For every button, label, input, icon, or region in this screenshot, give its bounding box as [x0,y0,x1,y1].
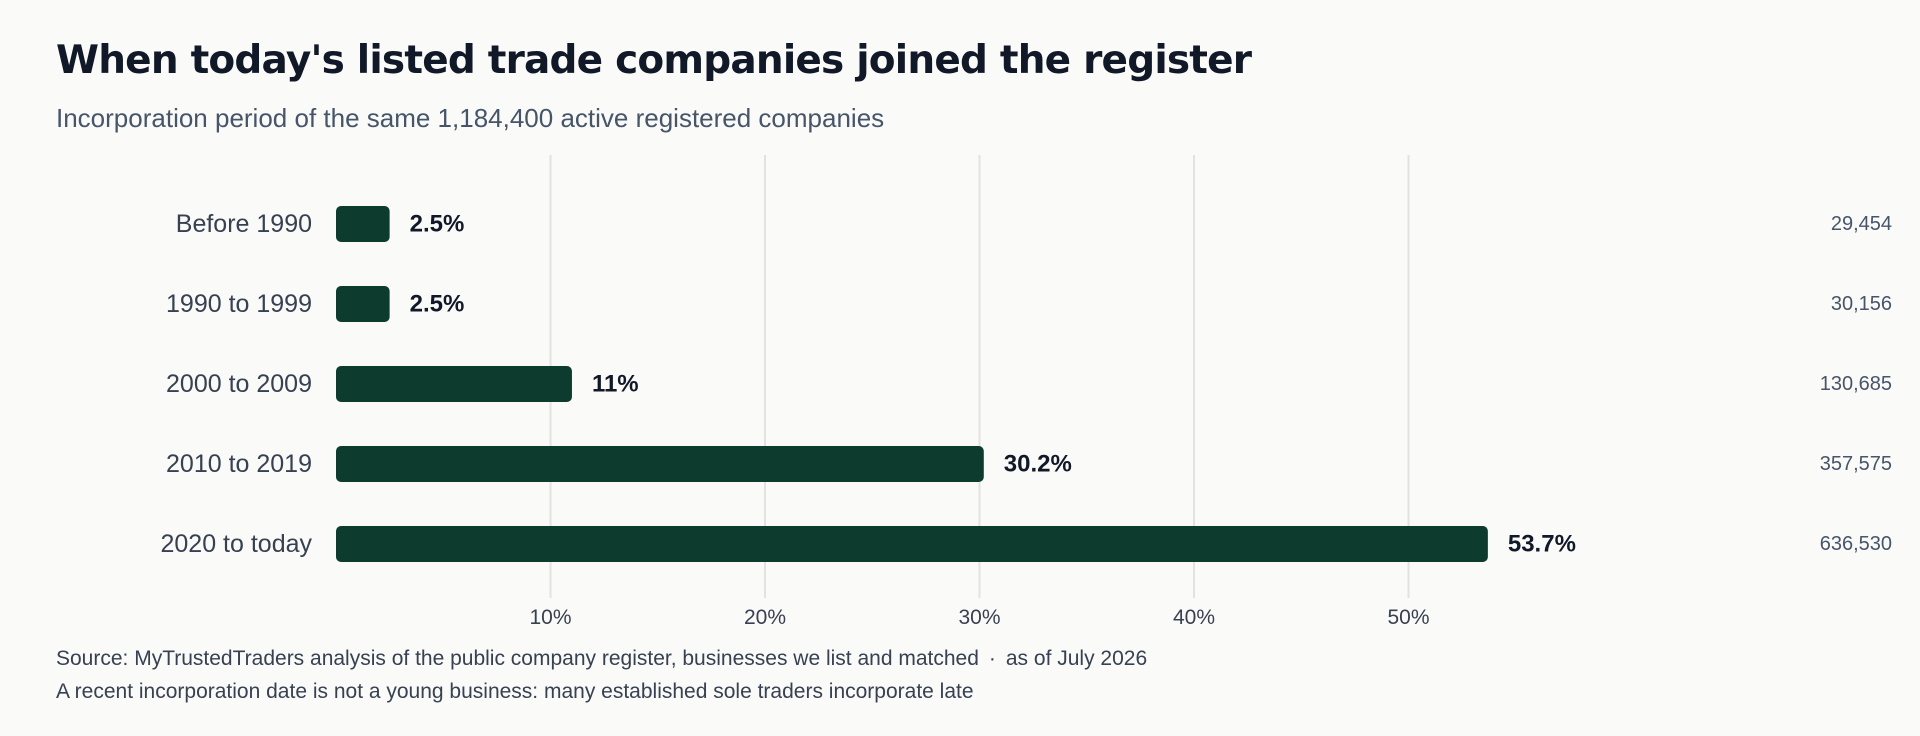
chart-title: When today's listed trade companies join… [56,38,1252,83]
category-label: 1990 to 1999 [166,290,312,318]
bars [336,206,1488,562]
labels: 10% 20% 30% 40% 50% Before 1990 2.5% 29,454 1990… [160,210,1892,629]
x-tick-label: 50% [1387,606,1429,629]
count-label: 636,530 [1820,533,1892,555]
data-label: 30.2% [1004,451,1072,478]
bar [336,526,1488,562]
source-note: Source: MyTrustedTraders analysis of the… [56,647,1147,671]
count-label: 130,685 [1820,373,1892,395]
x-tick-label: 20% [744,606,786,629]
x-tick-label: 10% [529,606,571,629]
source-text: Source: MyTrustedTraders analysis of the… [56,647,979,670]
bar [336,206,390,242]
x-tick-label: 30% [958,606,1000,629]
bar [336,366,572,402]
data-label: 2.5% [410,211,465,238]
bar [336,286,390,322]
data-label: 53.7% [1508,531,1576,558]
count-label: 29,454 [1831,213,1892,235]
category-label: 2020 to today [160,530,312,558]
count-label: 357,575 [1820,453,1892,475]
category-label: 2010 to 2019 [166,450,312,478]
count-label: 30,156 [1831,293,1892,315]
as-of-date: as of July 2026 [1005,647,1148,670]
x-tick-label: 40% [1173,606,1215,629]
chart-subtitle: Incorporation period of the same 1,184,4… [56,103,885,133]
category-label: 2000 to 2009 [166,370,312,398]
data-label: 2.5% [410,291,465,318]
category-label: Before 1990 [176,210,312,238]
bar [336,446,984,482]
bar-chart: 10% 20% 30% 40% 50% Before 1990 2.5% 29,454 1990… [160,155,1892,629]
footnote: A recent incorporation date is not a you… [56,680,974,703]
source-separator: · [988,647,996,670]
data-label: 11% [592,371,639,398]
